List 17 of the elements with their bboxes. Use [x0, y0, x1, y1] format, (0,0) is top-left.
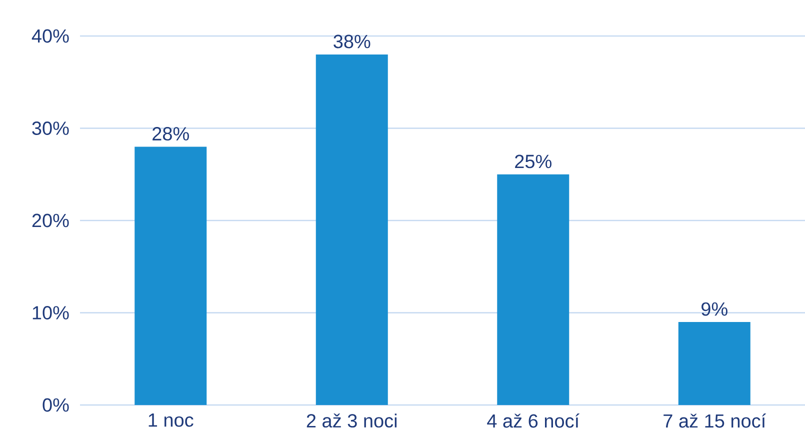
- y-tick-label: 30%: [32, 122, 69, 135]
- data-label: 25%: [515, 154, 552, 168]
- data-label: 28%: [152, 127, 189, 141]
- x-tick-label: 2 až 3 noci: [306, 414, 397, 428]
- bar: [678, 322, 750, 405]
- x-tick-label: 7 až 15 nocí: [664, 414, 766, 428]
- bar: [134, 146, 207, 405]
- x-tick-label: 4 až 6 nocí: [487, 414, 580, 428]
- y-tick-label: 40%: [32, 29, 69, 43]
- y-tick-label: 20%: [32, 214, 69, 228]
- y-tick-label: 0%: [42, 398, 69, 412]
- data-label: 9%: [702, 302, 728, 316]
- x-tick-label: 1 noc: [148, 414, 194, 427]
- bar: [497, 174, 570, 405]
- bar: [316, 54, 388, 405]
- y-tick-label: 10%: [32, 306, 69, 320]
- data-label: 38%: [334, 34, 370, 48]
